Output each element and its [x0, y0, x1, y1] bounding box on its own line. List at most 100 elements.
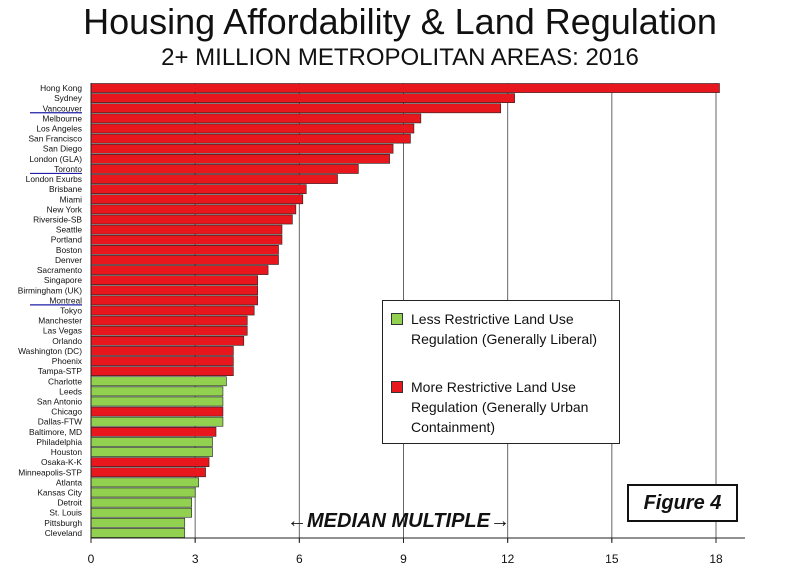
legend-item-less-restrictive: Less Restrictive Land Use Regulation (Ge… — [391, 309, 611, 349]
bar — [90, 214, 293, 225]
bar — [90, 113, 422, 124]
category-label: Baltimore, MD — [29, 427, 82, 437]
x-tick-label: 12 — [501, 552, 515, 566]
category-label: Melbourne — [42, 113, 82, 123]
median-multiple-label: ←MEDIAN MULTIPLE→ — [287, 510, 510, 532]
bar — [90, 285, 258, 296]
bar — [90, 437, 213, 447]
category-label: Seattle — [56, 225, 82, 235]
category-label: Atlanta — [56, 477, 82, 487]
category-label: Brisbane — [49, 184, 82, 194]
bar — [90, 295, 258, 306]
x-tick-label: 6 — [296, 552, 303, 566]
bar — [90, 93, 515, 104]
bar — [90, 194, 304, 205]
category-label: Tampa-STP — [38, 366, 83, 376]
bar — [90, 234, 283, 245]
category-label: Leeds — [59, 386, 82, 396]
category-label: Minneapolis-STP — [18, 467, 82, 477]
bar — [90, 83, 720, 93]
category-label: Las Vegas — [43, 326, 82, 336]
category-label: Birmingham (UK) — [18, 285, 82, 295]
bar — [90, 265, 269, 275]
bar — [90, 457, 210, 468]
bar — [90, 497, 192, 508]
bar — [90, 315, 248, 326]
category-label: San Diego — [43, 144, 82, 154]
bar — [90, 517, 186, 528]
category-label: Toronto — [54, 164, 82, 174]
bar — [90, 255, 279, 265]
category-label: New York — [47, 204, 83, 214]
category-label: Detroit — [57, 498, 82, 508]
bar — [90, 416, 224, 427]
category-label: Hong Kong — [40, 83, 82, 93]
category-label: Philadelphia — [36, 437, 82, 447]
category-label: Manchester — [38, 316, 82, 326]
legend-swatch-green — [391, 313, 403, 325]
category-label: London Exurbs — [26, 174, 82, 184]
category-label: Tokyo — [60, 306, 82, 316]
chart-subtitle: 2+ MILLION METROPOLITAN AREAS: 2016 — [161, 44, 639, 71]
category-label: St. Louis — [49, 508, 82, 518]
category-label: Washington (DC) — [18, 346, 82, 356]
bar — [90, 386, 224, 397]
bar — [90, 335, 245, 346]
x-tick-label: 0 — [88, 552, 95, 566]
bar — [90, 164, 359, 174]
legend-label-more-restrictive: More Restrictive Land Use Regulation (Ge… — [411, 379, 589, 435]
bar — [90, 174, 338, 184]
category-label: San Antonio — [37, 397, 83, 407]
category-label: San Francisco — [28, 134, 82, 144]
legend: Less Restrictive Land Use Regulation (Ge… — [382, 300, 620, 444]
bar — [90, 366, 234, 377]
bar — [90, 153, 390, 164]
bar — [90, 396, 224, 407]
category-label: Cleveland — [45, 528, 83, 538]
bar — [90, 376, 227, 387]
bar — [90, 123, 415, 134]
bar — [90, 507, 192, 518]
category-label: Riverside-SB — [33, 215, 82, 225]
category-label: Montreal — [49, 295, 82, 305]
category-label: Dallas-FTW — [38, 417, 82, 427]
category-label: Boston — [56, 245, 82, 255]
category-label: Phoenix — [52, 356, 83, 366]
bar — [90, 143, 394, 154]
category-label: Houston — [51, 447, 83, 457]
category-label: Osaka-K-K — [41, 457, 82, 467]
bar — [90, 305, 255, 316]
legend-swatch-red — [391, 381, 403, 393]
category-label: Sydney — [54, 93, 83, 103]
category-label: Portland — [51, 235, 83, 245]
x-tick-label: 3 — [192, 552, 199, 566]
category-label: Denver — [55, 255, 82, 265]
bar — [90, 224, 283, 235]
bar — [90, 426, 217, 437]
category-label: Miami — [60, 194, 82, 204]
category-label: Singapore — [44, 275, 83, 285]
chart-title: Housing Affordability & Land Regulation — [83, 1, 717, 42]
category-label: Los Angeles — [36, 124, 82, 134]
bar — [90, 275, 258, 286]
category-label: Vancouver — [43, 103, 83, 113]
bar — [90, 528, 186, 538]
category-label: Pittsburgh — [44, 518, 82, 528]
category-label: Charlotte — [48, 376, 82, 386]
x-tick-label: 18 — [709, 552, 723, 566]
figure-label: Figure 4 — [627, 484, 738, 522]
bar — [90, 487, 196, 498]
category-label: Sacramento — [37, 265, 82, 275]
legend-label-less-restrictive: Less Restrictive Land Use Regulation (Ge… — [411, 311, 597, 347]
bar — [90, 184, 307, 195]
bar — [90, 447, 213, 457]
bar — [90, 244, 279, 255]
x-tick-label: 15 — [605, 552, 619, 566]
category-label: Orlando — [52, 336, 82, 346]
bar — [90, 356, 234, 366]
category-label: London (GLA) — [29, 154, 82, 164]
bar — [90, 477, 199, 488]
bar — [90, 346, 234, 356]
